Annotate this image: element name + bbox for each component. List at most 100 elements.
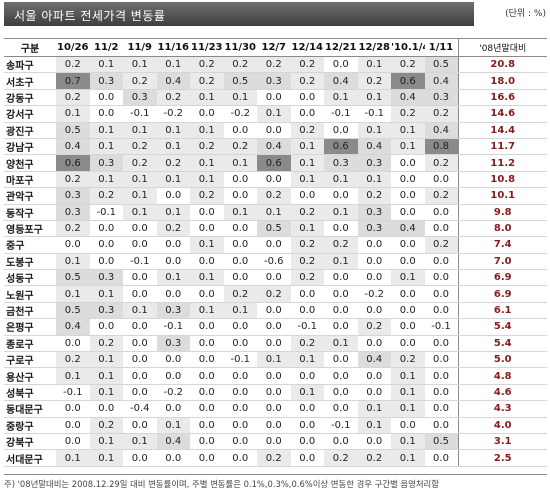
cumulative-cell: 7.0 (457, 253, 547, 271)
value-cell: -0.2 (223, 105, 257, 123)
value-cell: 0.1 (391, 433, 425, 451)
value-cell: 0.0 (156, 236, 190, 254)
value-cell: 0.1 (89, 285, 123, 303)
district-label: 성북구 (4, 384, 56, 402)
value-cell: 0.1 (257, 204, 291, 221)
value-cell: 0.0 (123, 318, 157, 336)
value-cell: 0.3 (156, 335, 190, 353)
district-label: 송파구 (4, 56, 56, 74)
value-cell: 0.0 (156, 351, 190, 369)
district-label: 구로구 (4, 351, 56, 369)
value-cell: 0.6 (257, 154, 291, 172)
value-cell: 0.4 (156, 433, 190, 451)
value-cell: 0.1 (391, 449, 425, 467)
district-label: 용산구 (4, 367, 56, 385)
header-week: 11/30 (223, 38, 257, 57)
value-cell: 0.2 (424, 187, 458, 205)
cumulative-cell: 2.5 (457, 449, 547, 467)
value-cell: 0.1 (123, 171, 157, 189)
value-cell: 0.1 (56, 105, 90, 123)
value-cell: 0.5 (56, 122, 90, 139)
value-cell: 0.3 (156, 302, 190, 320)
value-cell: 0.1 (123, 433, 157, 451)
value-cell: -0.1 (290, 318, 324, 336)
value-cell: 0.0 (223, 236, 257, 254)
value-cell: 0.1 (89, 384, 123, 402)
district-label: 강북구 (4, 433, 56, 451)
value-cell: 0.2 (357, 318, 391, 336)
value-cell: 0.2 (257, 56, 291, 74)
value-cell: -0.1 (357, 105, 391, 123)
value-cell: 0.0 (357, 384, 391, 402)
cumulative-cell: 20.8 (457, 56, 547, 74)
district-label: 강동구 (4, 89, 56, 107)
value-cell: 0.0 (123, 449, 157, 467)
value-cell: 0.5 (424, 433, 458, 451)
value-cell: 0.0 (424, 400, 458, 418)
table-row: 강서구 0.1 0.0 -0.1 -0.2 0.0 -0.2 0.1 0.0 -0.1 -0.1 0.… (4, 105, 547, 123)
district-label: 마포구 (4, 171, 56, 189)
value-cell: 0.2 (223, 138, 257, 156)
value-cell: 0.0 (156, 253, 190, 271)
value-cell: 0.2 (190, 56, 224, 74)
value-cell: 0.1 (123, 56, 157, 74)
value-cell: 0.3 (357, 220, 391, 238)
value-cell: 0.0 (290, 89, 324, 107)
value-cell: 0.0 (391, 318, 425, 336)
table-row: 관악구 0.3 0.2 0.1 0.0 0.2 0.0 0.2 0.0 0.0 0.2 0.0 0.2 1… (4, 187, 547, 205)
footnote: 주) '08년말대비는 2008.12.29일 대비 변동률이며, 주별 변동률… (4, 474, 547, 490)
value-cell: 0.0 (357, 367, 391, 385)
value-cell: 0.2 (223, 56, 257, 74)
table-row: 구로구 0.2 0.1 0.0 0.0 0.0 -0.1 0.1 0.1 0.0 0.4 0.2 0.0… (4, 351, 547, 369)
cumulative-cell: 4.8 (457, 367, 547, 385)
value-cell: 0.1 (357, 171, 391, 189)
cumulative-cell: 5.4 (457, 318, 547, 336)
header-week: 11/16 (156, 38, 190, 57)
value-cell: 0.2 (290, 56, 324, 74)
district-label: 영등포구 (4, 220, 56, 238)
value-cell: 0.1 (156, 171, 190, 189)
value-cell: 0.4 (391, 220, 425, 238)
value-cell: 0.0 (123, 285, 157, 303)
value-cell: 0.0 (123, 236, 157, 254)
district-label: 관악구 (4, 187, 56, 205)
table-row: 광진구 0.5 0.1 0.1 0.1 0.1 0.0 0.0 0.2 0.0 0.1 0.1 0.4 1… (4, 122, 547, 139)
value-cell: 0.2 (190, 72, 224, 90)
value-cell: 0.3 (56, 204, 90, 221)
value-cell: 0.0 (257, 318, 291, 336)
value-cell: 0.4 (156, 72, 190, 90)
value-cell: -0.1 (89, 204, 123, 221)
value-cell: 0.0 (190, 253, 224, 271)
value-cell: 0.3 (89, 154, 123, 172)
table-row: 노원구 0.1 0.1 0.0 0.0 0.0 0.2 0.2 0.0 0.0 -0.2 0.0 0.0… (4, 285, 547, 303)
table-row: 마포구 0.2 0.1 0.1 0.1 0.1 0.0 0.0 0.1 0.1 0.1 0.0 0.0 1… (4, 171, 547, 189)
value-cell: 0.2 (190, 187, 224, 205)
value-cell: 0.0 (324, 318, 358, 336)
value-cell: 0.0 (257, 433, 291, 451)
value-cell: 0.3 (89, 269, 123, 287)
value-cell: 0.0 (290, 367, 324, 385)
value-cell: 0.1 (56, 449, 90, 467)
district-label: 서초구 (4, 72, 56, 90)
cumulative-cell: 3.1 (457, 433, 547, 451)
value-cell: 0.0 (424, 204, 458, 221)
value-cell: 0.1 (89, 138, 123, 156)
value-cell: 0.3 (257, 72, 291, 90)
value-cell: 0.2 (156, 89, 190, 107)
value-cell: 0.4 (424, 72, 458, 90)
value-cell: 0.1 (89, 367, 123, 385)
value-cell: 0.6 (56, 154, 90, 172)
value-cell: 0.1 (391, 269, 425, 287)
value-cell: 0.0 (190, 220, 224, 238)
cumulative-cell: 7.4 (457, 236, 547, 254)
table-row: 용산구 0.1 0.1 0.0 0.0 0.0 0.0 0.0 0.0 0.0 0.0 0.1 0.0 4… (4, 367, 547, 385)
value-cell: 0.1 (156, 417, 190, 434)
value-cell: 0.4 (56, 138, 90, 156)
value-cell: 0.3 (89, 72, 123, 90)
value-cell: 0.1 (290, 220, 324, 238)
value-cell: 0.2 (324, 449, 358, 467)
value-cell: 0.1 (89, 449, 123, 467)
cumulative-cell: 4.6 (457, 384, 547, 402)
value-cell: 0.0 (123, 351, 157, 369)
value-cell: -0.2 (156, 384, 190, 402)
